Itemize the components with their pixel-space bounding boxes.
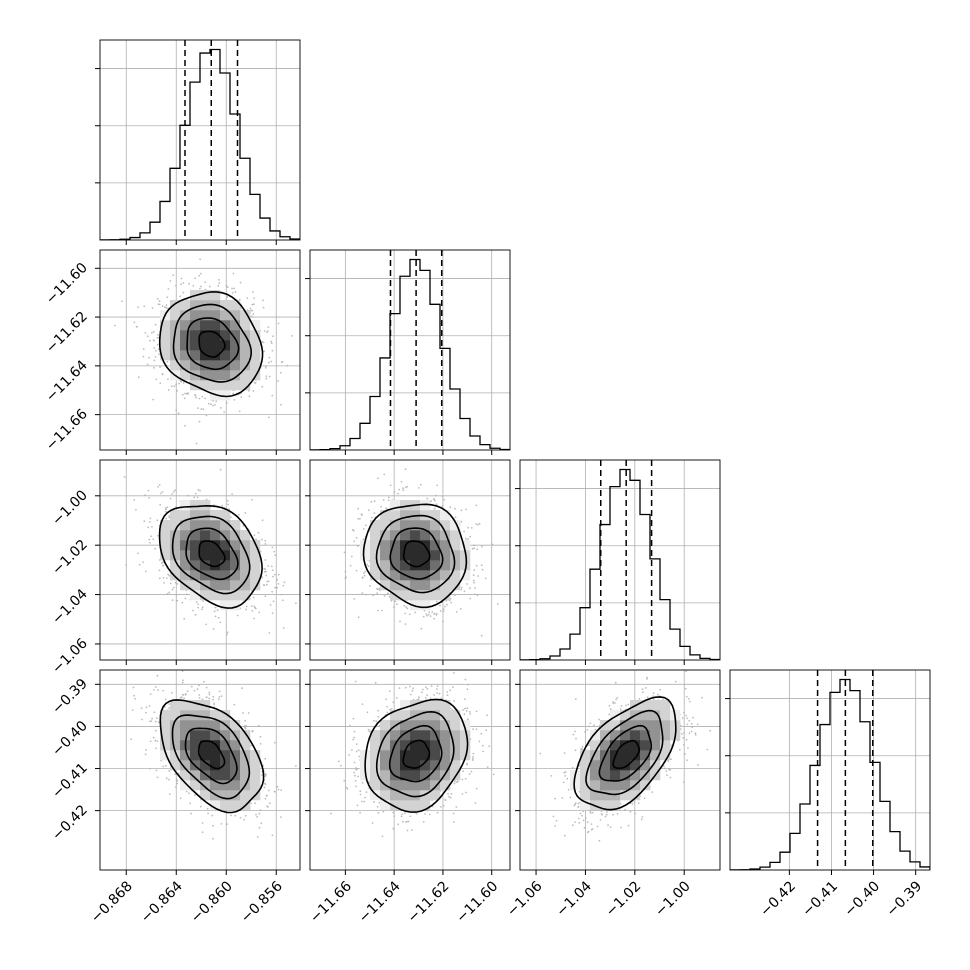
histogram-panel-3: [730, 670, 930, 870]
y-tick-label-2-2: −1.02: [49, 537, 91, 579]
x-tick-label-3-3: −0.39: [884, 878, 926, 920]
x-tick-label-2-0: −1.06: [504, 878, 546, 920]
x-tick-label-0-2: −0.860: [188, 878, 236, 926]
axes-frame-1-1: [309, 249, 511, 451]
density-panel-2-1: [310, 460, 510, 660]
density-cells-3-1: [360, 700, 471, 811]
contour-3-0-1: [184, 727, 238, 785]
x-tick-label-1-3: −11.60: [453, 878, 501, 926]
contour-3-2-0: [612, 739, 641, 770]
density-panel-2-0: [100, 460, 300, 660]
contour-1-0-1: [186, 317, 240, 371]
contour-3-0-3: [159, 699, 265, 814]
x-tick-label-3-0: −0.42: [757, 878, 799, 920]
y-tick-label-1-3: −11.60: [43, 260, 91, 308]
axes-frame-2-0: [99, 459, 301, 661]
y-tick-label-2-1: −1.04: [49, 586, 91, 628]
density-cells-1-0: [160, 290, 261, 401]
contour-3-2-2: [585, 709, 664, 796]
y-tick-label-3-0: −0.42: [49, 802, 91, 844]
x-tick-label-3-2: −0.40: [842, 878, 884, 920]
histogram-2: [520, 468, 720, 660]
contour-3-2-3: [573, 696, 677, 811]
contour-3-1-3: [364, 698, 469, 813]
contour-3-2-1: [598, 724, 652, 782]
x-tick-label-3-1: −0.41: [799, 878, 841, 920]
axes-frame-3-1: [309, 669, 511, 871]
contour-2-0-0: [198, 540, 226, 568]
contour-2-1-2: [375, 514, 456, 594]
density-panel-3-2: [520, 670, 720, 870]
contour-3-1-1: [388, 724, 443, 783]
axes-frame-3-0: [99, 669, 301, 871]
density-panel-3-0: [100, 670, 300, 870]
axes-frame-3-2: [519, 669, 721, 871]
contour-1-0-3: [158, 291, 264, 398]
y-tick-label-3-3: −0.39: [49, 676, 91, 718]
y-tick-label-1-1: −11.64: [43, 357, 91, 405]
x-tick-label-2-2: −1.02: [603, 878, 645, 920]
contour-2-0-1: [185, 527, 239, 581]
axes-frame-2-2: [519, 459, 721, 661]
x-tick-label-1-2: −11.62: [405, 878, 453, 926]
axes-frame-2-1: [309, 459, 511, 661]
y-tick-label-2-3: −1.00: [49, 487, 91, 529]
contour-2-0-3: [158, 504, 263, 609]
axes-frame-1-0: [99, 249, 301, 451]
contour-3-0-2: [171, 714, 251, 800]
histogram-panel-1: [310, 250, 510, 450]
y-tick-label-2-0: −1.06: [49, 635, 91, 677]
histogram-panel-0: [100, 40, 300, 240]
histogram-3: [730, 678, 930, 870]
density-panel-3-1: [310, 670, 510, 870]
density-cells-2-0: [160, 500, 261, 611]
histogram-1: [310, 258, 510, 450]
density-panel-1-0: [100, 250, 300, 450]
x-tick-label-2-3: −1.00: [652, 878, 694, 920]
contour-2-1-1: [389, 527, 444, 580]
histogram-0: [100, 48, 300, 240]
contour-2-0-2: [171, 515, 251, 595]
axes-frame-3-3: [729, 669, 931, 871]
y-tick-label-3-2: −0.40: [49, 718, 91, 760]
y-tick-label-1-0: −11.66: [43, 406, 91, 454]
contour-1-0-0: [198, 330, 226, 358]
x-tick-label-0-0: −0.868: [88, 878, 136, 926]
histogram-panel-2: [520, 460, 720, 660]
axes-frame-0-0: [99, 39, 301, 241]
contour-3-0-0: [197, 740, 226, 770]
x-tick-label-0-1: −0.864: [138, 878, 186, 926]
contour-1-0-2: [172, 303, 253, 383]
contour-3-1-0: [402, 739, 431, 769]
x-tick-label-0-3: −0.856: [238, 878, 286, 926]
y-tick-label-1-2: −11.62: [43, 309, 91, 357]
density-cells-3-2: [570, 700, 681, 811]
x-tick-label-1-0: −11.66: [307, 878, 355, 926]
contour-2-1-3: [362, 503, 468, 609]
x-tick-label-1-1: −11.64: [356, 878, 404, 926]
y-tick-label-3-1: −0.41: [49, 760, 91, 802]
contour-3-1-2: [375, 710, 455, 798]
x-tick-label-2-1: −1.04: [553, 878, 595, 920]
contour-2-1-0: [402, 540, 431, 568]
